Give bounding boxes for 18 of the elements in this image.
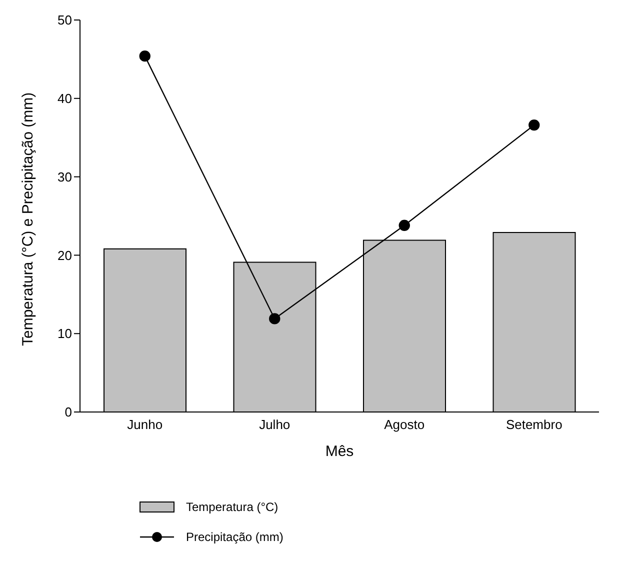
legend-label: Precipitação (mm) [186, 530, 284, 544]
y-tick-label: 40 [58, 91, 72, 106]
x-tick-label: Julho [259, 417, 290, 432]
y-tick-label: 0 [64, 404, 72, 420]
y-tick-label: 50 [58, 12, 72, 28]
point [528, 119, 540, 131]
x-tick-label: Agosto [384, 417, 425, 432]
legend-label: Temperatura (°C) [186, 500, 278, 514]
y-axis-title: Temperatura (°C) e Precipitação (mm) [19, 92, 36, 346]
x-axis-title: Mês [325, 443, 354, 460]
y-tick-label: 20 [58, 248, 72, 263]
x-tick-label: Setembro [506, 417, 562, 432]
point [139, 50, 150, 62]
x-tick-label: Junho [127, 417, 163, 432]
y-tick-label: 10 [58, 326, 72, 342]
point [269, 313, 280, 324]
point [398, 220, 410, 232]
y-tick-label: 30 [58, 169, 72, 184]
